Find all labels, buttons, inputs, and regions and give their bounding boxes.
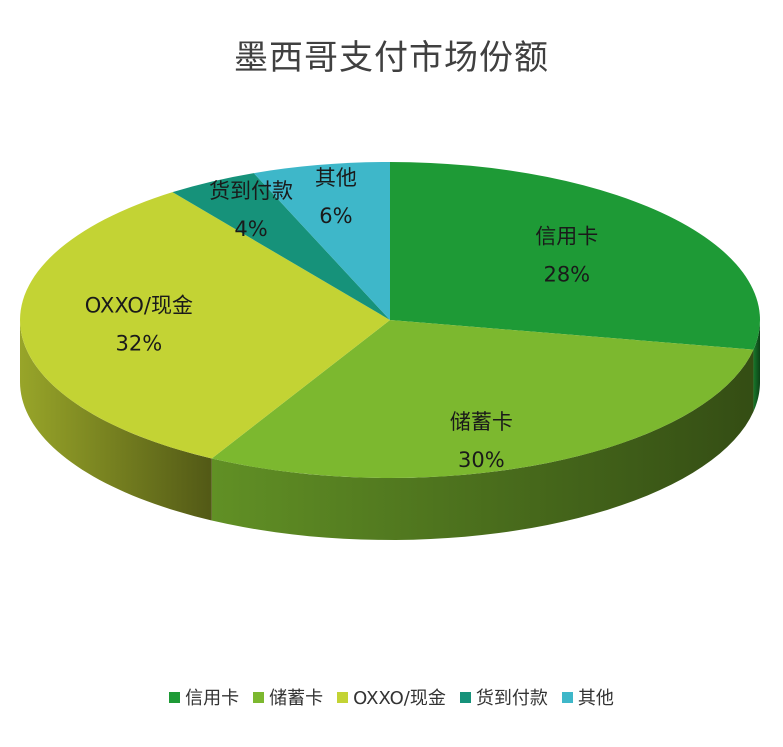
legend-label: 储蓄卡 — [269, 688, 324, 709]
pie-side-2 — [20, 320, 212, 521]
pie-side-1 — [211, 349, 754, 540]
chart-title: 墨西哥支付市场份额 — [234, 38, 549, 78]
legend-swatch — [561, 691, 573, 703]
pie-slice-3 — [172, 173, 390, 320]
legend-swatch — [459, 691, 471, 703]
slice-label-name: 其他 — [315, 166, 357, 190]
legend-item: 信用卡 — [169, 684, 239, 710]
slice-label-value: 30% — [458, 448, 505, 472]
pie-chart: 信用卡 28% 储蓄卡 30% OXXO/现金 32% 货到付款 4% 其他 6% — [20, 162, 761, 540]
legend-swatch — [253, 691, 265, 703]
legend: 信用卡 储蓄卡 OXXO/现金 货到付款 其他 — [0, 684, 783, 710]
pie-slice-2 — [20, 192, 390, 459]
pie-slice-4 — [253, 162, 390, 320]
slice-label-value: 28% — [543, 263, 590, 287]
legend-label: 其他 — [577, 688, 614, 709]
slice-label-name: 货到付款 — [209, 179, 293, 203]
legend-label: OXXO/现金 — [353, 688, 446, 709]
slice-label-value: 4% — [234, 217, 267, 241]
slice-label-value: 32% — [116, 332, 163, 356]
pie-slices — [20, 162, 761, 479]
pie-side-walls — [20, 320, 760, 540]
slice-label-name: OXXO/现金 — [85, 294, 193, 318]
slice-label-name: 信用卡 — [535, 225, 598, 249]
legend-item: OXXO/现金 — [337, 684, 446, 710]
pie-slice-1 — [211, 320, 754, 479]
legend-swatch — [169, 691, 181, 703]
legend-item: 其他 — [561, 684, 614, 710]
legend-label: 货到付款 — [475, 688, 548, 709]
legend-item: 储蓄卡 — [253, 684, 323, 710]
pie-side-0 — [753, 320, 760, 412]
slice-label-name: 储蓄卡 — [450, 410, 513, 434]
pie-slice-0 — [390, 162, 761, 350]
legend-item: 货到付款 — [459, 684, 548, 710]
legend-swatch — [337, 691, 349, 703]
legend-label: 信用卡 — [185, 688, 240, 709]
pie-labels: 信用卡 28% 储蓄卡 30% OXXO/现金 32% 货到付款 4% 其他 6% — [85, 166, 599, 472]
slice-label-value: 6% — [319, 204, 352, 228]
